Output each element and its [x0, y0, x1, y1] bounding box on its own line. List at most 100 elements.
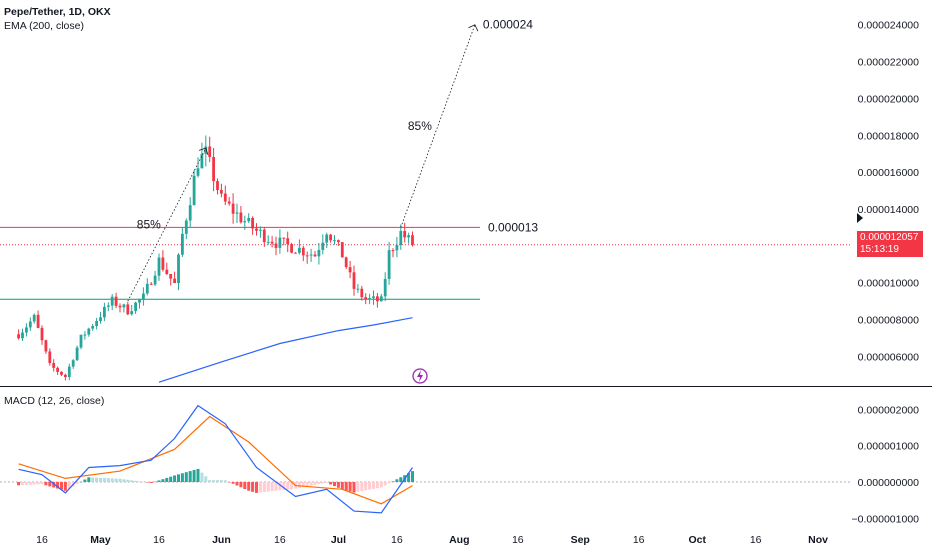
candle [368, 293, 371, 305]
candle [153, 270, 157, 287]
macd-histogram-bar [321, 482, 325, 484]
candle-body [286, 238, 290, 245]
candle-body [243, 221, 247, 223]
candle [255, 223, 258, 236]
candle-body [239, 212, 243, 223]
candle-body [294, 252, 297, 254]
candle-body [83, 334, 87, 336]
time-axis-label: 16 [512, 534, 524, 546]
candle-body [235, 212, 239, 214]
candle-body [75, 347, 79, 361]
macd-histogram-bar [375, 482, 379, 489]
candle [333, 235, 336, 245]
candle [184, 218, 188, 240]
candle [391, 248, 395, 258]
macd-histogram-bar [239, 482, 243, 488]
candle-body [173, 278, 176, 284]
candle [266, 235, 270, 245]
macd-histogram-bar [126, 479, 130, 482]
candle-body [407, 235, 410, 238]
candle-body [17, 334, 20, 339]
macd-histogram-bar [36, 482, 40, 485]
candle-body [106, 305, 110, 307]
candle-body [67, 366, 71, 378]
price-axis-label: 0.000018000 [858, 130, 919, 142]
candle-body [87, 328, 91, 335]
macd-pane[interactable] [0, 404, 852, 514]
candle [387, 241, 391, 285]
macd-histogram-bar [266, 482, 270, 492]
candle [262, 226, 266, 247]
macd-histogram-bar [157, 480, 161, 482]
candle [329, 233, 332, 243]
candle-body [220, 189, 223, 194]
candle-body [368, 298, 371, 300]
candle-body [360, 288, 364, 298]
macd-histogram-bar [313, 482, 317, 485]
candle [317, 242, 321, 265]
macd-histogram-bar [356, 482, 360, 492]
percent-label: 85% [408, 119, 432, 133]
time-axis-label: Aug [449, 534, 469, 546]
candle-body [251, 217, 254, 229]
candle [48, 348, 52, 366]
candle [177, 253, 180, 291]
macd-histogram-bar [325, 482, 329, 483]
candle-body [403, 231, 407, 238]
candle-body [28, 321, 32, 328]
ema-legend[interactable]: EMA (200, close) [4, 20, 84, 32]
candle [243, 215, 247, 230]
macd-histogram-bar [399, 477, 403, 482]
macd-histogram-bar [219, 480, 223, 482]
macd-histogram-bar [395, 479, 399, 482]
candle-body [337, 240, 340, 243]
candle [36, 310, 40, 329]
price-axis-label: 0.000022000 [858, 57, 919, 69]
candle [208, 136, 212, 163]
candle-body [223, 193, 227, 202]
candle [383, 272, 387, 302]
macd-histogram-bar [102, 478, 106, 482]
macd-histogram-bar [379, 482, 383, 488]
candle [282, 237, 286, 246]
candle [376, 293, 379, 308]
macd-histogram-bar [297, 482, 301, 488]
macd-legend[interactable]: MACD (12, 26, close) [4, 395, 105, 407]
candle-body [48, 351, 52, 364]
macd-histogram-bar [344, 482, 348, 491]
candle [278, 229, 282, 254]
candle [321, 234, 325, 255]
candle-body [352, 272, 356, 289]
macd-histogram-bar [118, 478, 122, 482]
candle-body [161, 257, 165, 270]
candle-body [169, 274, 173, 279]
candle [231, 193, 235, 224]
macd-histogram-bar [360, 482, 364, 492]
macd-histogram-bar [309, 482, 313, 486]
candle-body [231, 203, 235, 214]
time-axis-label: Sep [571, 534, 590, 546]
price-axis-label: 0.000006000 [858, 351, 919, 363]
macd-histogram-bar [122, 479, 126, 482]
macd-histogram-bar [391, 481, 395, 482]
candle [399, 224, 403, 250]
macd-histogram-bar [231, 482, 235, 484]
candle [251, 216, 254, 235]
candle [305, 251, 309, 264]
price-pane[interactable] [0, 135, 852, 383]
candle-body [142, 293, 145, 300]
candle [130, 304, 134, 316]
candle-body [274, 243, 278, 248]
candle [138, 298, 141, 309]
candle [340, 242, 344, 258]
symbol-title[interactable]: Pepe/Tether, 1D, OKX [4, 6, 111, 18]
candle [298, 239, 301, 255]
candle-body [52, 363, 56, 368]
candle [403, 222, 407, 243]
macd-histogram-bar [17, 482, 21, 486]
candle [52, 359, 56, 372]
candle-body [157, 257, 161, 276]
macd-histogram-bar [44, 482, 48, 486]
macd-histogram-bar [278, 482, 282, 491]
